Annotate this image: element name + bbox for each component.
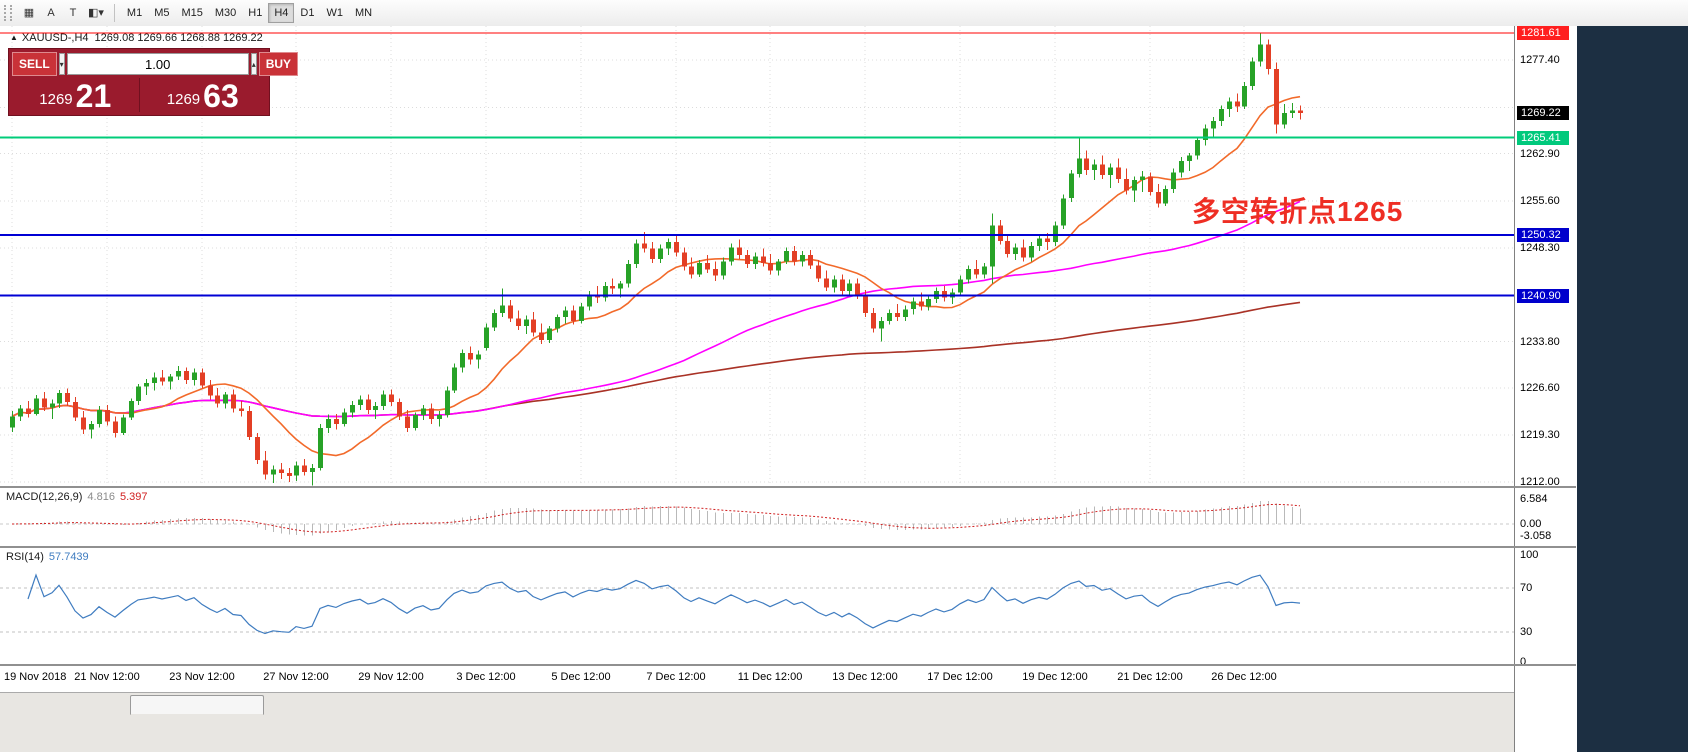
time-axis-label: 27 Nov 12:00	[263, 671, 329, 683]
timeframe-button-group: M1 M5 M15 M30 H1 H4 D1 W1 MN	[121, 3, 378, 23]
trade-panel-prices: 1269 21 1269 63	[12, 78, 266, 112]
macd-tick: 0.00	[1520, 518, 1542, 530]
sell-price-big-figure: 1269	[39, 91, 73, 108]
trade-panel-divider	[138, 78, 140, 112]
price-level-badge: 1265.41	[1517, 130, 1569, 145]
panel-separator[interactable]	[0, 664, 1576, 666]
caret-up-icon: ▴	[251, 59, 256, 69]
price-level-badge: 1281.61	[1517, 26, 1569, 40]
macd-value-main: 4.816	[87, 491, 115, 503]
timeframe-button-m15[interactable]: M15	[175, 3, 208, 23]
macd-tick: -3.058	[1520, 529, 1552, 542]
time-axis-label: 11 Dec 12:00	[737, 671, 803, 683]
chart-title: ▲ XAUUSD-,H4 1269.08 1269.66 1268.88 1269.…	[10, 32, 263, 44]
current-price-badge: 1269.22	[1517, 106, 1569, 120]
macd-value-signal: 5.397	[119, 491, 148, 503]
caret-down-icon: ▾	[59, 59, 64, 69]
price-tick: 1255.60	[1520, 194, 1560, 207]
volume-decrease-button[interactable]: ▾	[58, 53, 65, 75]
timeframe-button-m1[interactable]: M1	[121, 3, 148, 23]
macd-tick: 6.584	[1520, 493, 1548, 505]
rsi-value: 57.7439	[48, 551, 89, 563]
rsi-panel: RSI(14) 57.7439	[0, 548, 1514, 664]
time-axis-label: 5 Dec 12:00	[551, 671, 611, 683]
price-tick: 1219.30	[1520, 429, 1560, 442]
rsi-chart[interactable]	[0, 548, 1514, 664]
rsi-tick: 100	[1520, 549, 1539, 561]
time-axis-label: 21 Nov 12:00	[74, 671, 140, 683]
rsi-name: RSI(14)	[6, 551, 44, 563]
text-tool-icon[interactable]: T	[62, 3, 84, 23]
volume-increase-button[interactable]: ▴	[250, 53, 257, 75]
chart-icon: ▲	[10, 33, 18, 42]
timeframe-button-m30[interactable]: M30	[209, 3, 242, 23]
time-axis-label: 7 Dec 12:00	[646, 671, 706, 683]
rsi-tick: 30	[1520, 626, 1533, 638]
time-axis-label: 21 Dec 12:00	[1117, 671, 1183, 683]
panel-separator[interactable]	[0, 486, 1576, 488]
chart-ohlc-quotes: 1269.08 1269.66 1268.88 1269.22	[94, 32, 263, 44]
time-axis[interactable]: 19 Nov 2018 21 Nov 12:00 23 Nov 12:00 27 No…	[0, 666, 1514, 692]
toolbar: ▦ A T ◧▾ M1 M5 M15 M30 H1 H4 D1 W1 MN	[0, 0, 1688, 27]
toolbar-separator	[113, 4, 115, 22]
trade-panel-controls: SELL ▾ ▴ BUY	[12, 52, 299, 76]
main-chart-area: ▲ XAUUSD-,H4 1269.08 1269.66 1268.88 1269.…	[0, 26, 1514, 486]
macd-chart[interactable]	[0, 488, 1514, 546]
candlestick-chart[interactable]	[0, 26, 1514, 486]
toolbar-icon-group: ▦ A T ◧▾	[18, 3, 108, 24]
chart-tab[interactable]	[130, 695, 264, 715]
buy-price-pips: 63	[203, 78, 239, 114]
price-tick: 1233.80	[1520, 335, 1560, 348]
chart-tabs-bar	[0, 692, 1576, 752]
cursor-mode-icon[interactable]: A	[40, 3, 62, 23]
time-axis-label: 13 Dec 12:00	[832, 671, 898, 683]
macd-label: MACD(12,26,9) 4.816 5.397	[6, 491, 147, 503]
sell-price-pips: 21	[75, 78, 112, 114]
window-background-strip	[1576, 26, 1688, 752]
sell-price-button[interactable]: 1269 21	[12, 78, 139, 112]
buy-button[interactable]: BUY	[258, 52, 299, 76]
time-axis-label: 26 Dec 12:00	[1211, 671, 1277, 683]
price-level-badge: 1240.90	[1517, 288, 1569, 303]
time-axis-label: 3 Dec 12:00	[456, 671, 516, 683]
panel-separator[interactable]	[0, 546, 1576, 548]
timeframe-button-d1[interactable]: D1	[294, 3, 320, 23]
price-axis[interactable]: 1277.40 1262.90 1255.60 1248.30 1233.80 1226.…	[1514, 26, 1577, 752]
price-tick: 1277.40	[1520, 54, 1560, 67]
timeframe-button-mn[interactable]: MN	[349, 3, 378, 23]
timeframe-button-h4[interactable]: H4	[268, 3, 295, 23]
chart-symbol-period: XAUUSD-,H4	[21, 32, 89, 44]
rsi-tick: 70	[1520, 582, 1533, 594]
objects-list-icon[interactable]: ◧▾	[84, 3, 108, 23]
chart-workspace: ▲ XAUUSD-,H4 1269.08 1269.66 1268.88 1269.…	[0, 26, 1577, 752]
buy-price-big-figure: 1269	[166, 91, 201, 108]
timeframe-button-m5[interactable]: M5	[148, 3, 175, 23]
templates-icon[interactable]: ▦	[18, 3, 40, 23]
price-tick: 1248.30	[1520, 241, 1560, 254]
time-axis-label: 23 Nov 12:00	[169, 671, 235, 683]
macd-name: MACD(12,26,9)	[6, 491, 83, 503]
one-click-trading-panel: SELL ▾ ▴ BUY 1269 21 1269 63	[8, 48, 299, 116]
time-axis-label: 17 Dec 12:00	[927, 671, 993, 683]
buy-price-button[interactable]: 1269 63	[140, 78, 267, 112]
rsi-tick: 0	[1520, 656, 1527, 668]
time-axis-label: 19 Dec 12:00	[1022, 671, 1088, 683]
price-tick: 1226.60	[1520, 382, 1560, 394]
price-tick: 1212.00	[1520, 476, 1560, 489]
time-axis-label: 19 Nov 2018	[4, 671, 67, 683]
price-tick: 1262.90	[1520, 147, 1560, 160]
price-level-badge: 1250.32	[1517, 227, 1569, 242]
rsi-label: RSI(14) 57.7439	[6, 551, 89, 563]
timeframe-button-h1[interactable]: H1	[242, 3, 268, 23]
time-axis-label: 29 Nov 12:00	[358, 671, 424, 683]
toolbar-grip[interactable]	[4, 5, 12, 21]
timeframe-button-w1[interactable]: W1	[320, 3, 349, 23]
volume-input[interactable]	[66, 53, 249, 75]
annotation-text: 多空转折点1265	[1192, 196, 1404, 227]
macd-panel: MACD(12,26,9) 4.816 5.397	[0, 488, 1514, 546]
sell-button[interactable]: SELL	[12, 52, 57, 76]
